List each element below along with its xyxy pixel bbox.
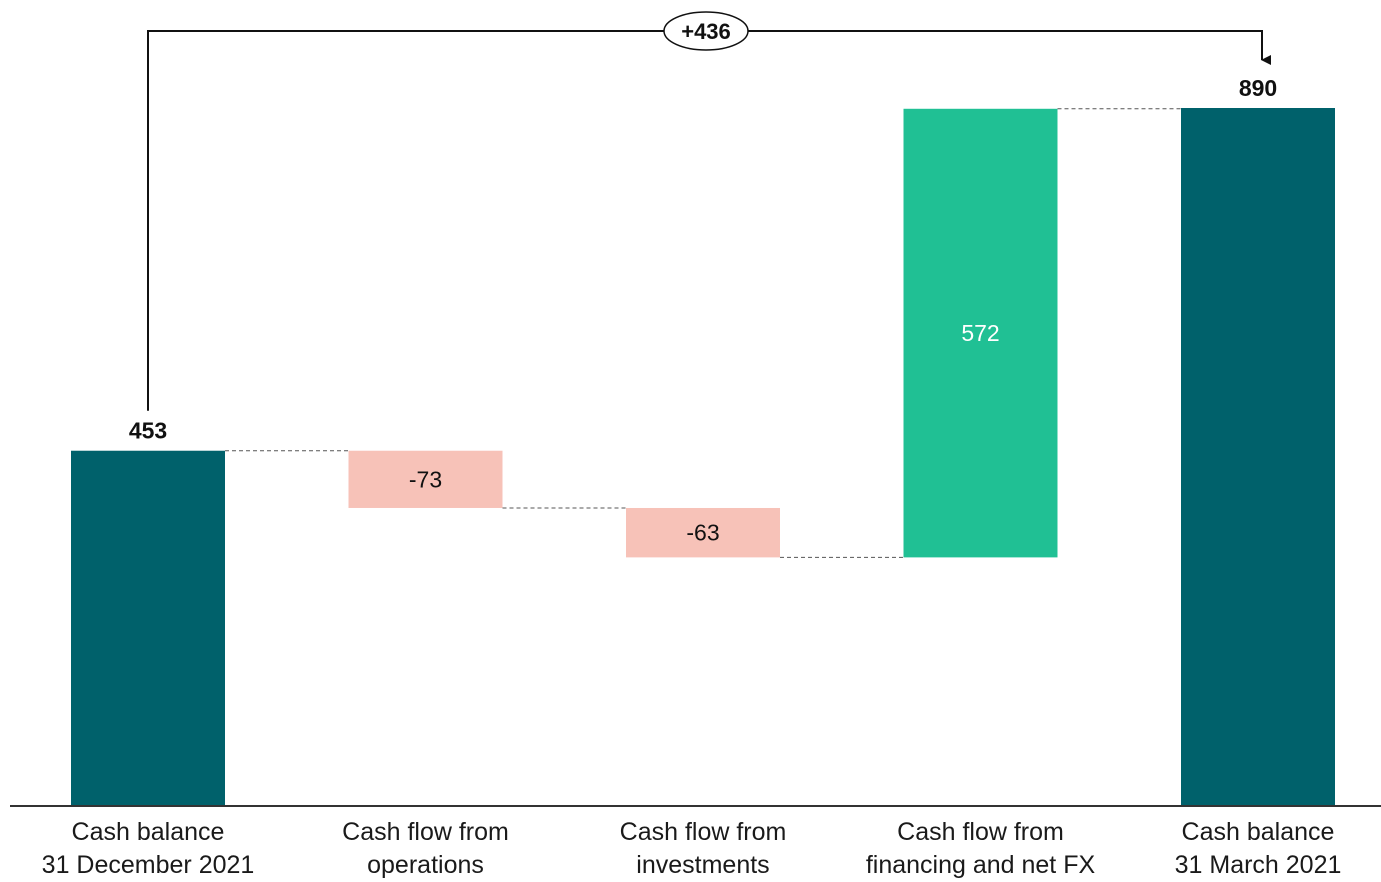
change-badge-label: +436 [681,19,731,44]
value-labels-group: 453 -73 -63 572 890 [129,75,1277,546]
change-badge [663,11,749,51]
value-label-1: 453 [129,418,167,444]
category-label-line: 31 March 2021 [1174,851,1342,879]
category-label-line: Cash flow from [619,818,787,846]
category-label-line: financing and net FX [865,851,1096,879]
value-label-5: 890 [1239,75,1277,101]
change-arrow [147,30,1271,411]
category-label-line: 31 December 2021 [41,851,255,879]
value-label-2: -73 [409,466,442,492]
bar-1 [71,450,225,806]
bars-group [71,108,1335,806]
bar-3 [626,507,780,558]
value-label-3: -63 [686,520,719,546]
category-label-line: Cash balance [71,818,225,846]
category-label-line: investments [636,851,770,879]
category-label-1: Cash balance 31 December 2021 [18,816,278,882]
category-label-3: Cash flow from investments [573,816,833,882]
category-label-line: Cash flow from [897,818,1064,846]
bar-4 [903,108,1058,558]
category-label-line: Cash balance [1181,818,1335,846]
change-annotation: +436 [147,11,1271,411]
category-label-2: Cash flow from operations [296,816,556,882]
bar-5 [1181,108,1335,806]
category-label-line: operations [367,851,484,879]
category-label-5: Cash balance 31 March 2021 [1128,816,1381,882]
bar-2 [348,450,503,508]
category-label-line: Cash flow from [342,818,509,846]
category-label-4: Cash flow from financing and net FX [851,816,1111,882]
value-label-4: 572 [961,320,999,346]
